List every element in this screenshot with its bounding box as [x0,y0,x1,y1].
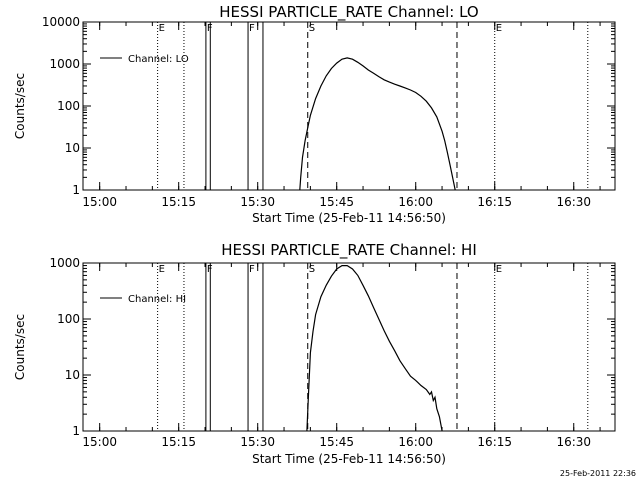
legend-label: Channel: HI [128,294,186,305]
y-tick-label: 10 [65,368,80,382]
x-axis-label: Start Time (25-Feb-11 14:56:50) [252,452,446,466]
x-tick-label: 15:15 [161,435,196,449]
marker-label: F [249,264,255,275]
x-tick-label: 16:00 [398,195,433,209]
x-tick-label: 16:30 [556,195,591,209]
series-line [299,57,456,191]
chart-title: HESSI PARTICLE_RATE Channel: LO [219,3,478,22]
footer-timestamp: 25-Feb-2011 22:36 [560,469,636,478]
marker-label: E [496,23,502,34]
x-tick-label: 15:00 [82,195,117,209]
x-tick-label: 16:15 [477,195,512,209]
y-axis-label: Counts/sec [13,314,27,380]
series-line [306,265,443,432]
plot-frame [82,262,616,432]
y-tick-label: 1000 [49,57,80,71]
marker-label: E [159,264,165,275]
x-tick-label: 15:45 [319,195,354,209]
y-axis-label: Counts/sec [13,73,27,139]
y-tick-label: 1 [72,183,80,197]
x-tick-label: 16:15 [477,435,512,449]
y-tick-label: 100 [57,312,80,326]
x-tick-label: 15:30 [240,195,275,209]
x-tick-label: 15:00 [82,435,117,449]
x-tick-label: 15:30 [240,435,275,449]
x-tick-label: 15:15 [161,195,196,209]
y-tick-label: 10 [65,141,80,155]
plot-frame [82,21,616,191]
marker-label: E [496,264,502,275]
y-tick-label: 1 [72,424,80,438]
x-tick-label: 16:00 [398,435,433,449]
marker-label: S [309,23,315,34]
y-tick-label: 10000 [42,15,80,29]
marker-label: S [309,264,315,275]
chart-title: HESSI PARTICLE_RATE Channel: HI [221,241,477,260]
legend-label: Channel: LO [128,54,189,65]
marker-label: E [159,23,165,34]
marker-label: F [249,23,255,34]
y-tick-label: 1000 [49,256,80,270]
x-tick-label: 15:45 [319,435,354,449]
y-tick-label: 100 [57,99,80,113]
x-tick-label: 16:30 [556,435,591,449]
x-axis-label: Start Time (25-Feb-11 14:56:50) [252,211,446,225]
